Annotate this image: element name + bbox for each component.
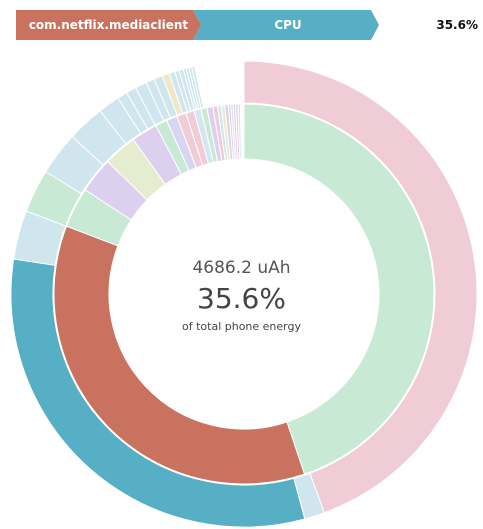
outer-ring-slice[interactable] [243, 60, 478, 514]
breadcrumb-resource[interactable] [193, 10, 379, 40]
breadcrumb-percent: 35.6% [436, 18, 478, 32]
center-percent: 35.6% [197, 282, 286, 315]
outer-ring [10, 60, 478, 528]
center-caption: of total phone energy [182, 320, 301, 333]
inner-ring-slice[interactable] [243, 103, 435, 475]
outer-ring-slice[interactable] [194, 60, 245, 108]
center-energy: 4686.2 uAh [192, 258, 291, 278]
breadcrumb: com.netflix.mediaclient CPU 35.6% [0, 0, 483, 52]
inner-ring-slice[interactable] [242, 103, 245, 160]
breadcrumb-resource-label[interactable]: CPU [274, 18, 302, 32]
inner-ring [53, 103, 435, 485]
breadcrumb-shapes [16, 10, 379, 40]
inner-ring-slice[interactable] [53, 225, 306, 485]
breadcrumb-app[interactable] [16, 10, 201, 40]
breadcrumb-app-label[interactable]: com.netflix.mediaclient [28, 18, 189, 32]
